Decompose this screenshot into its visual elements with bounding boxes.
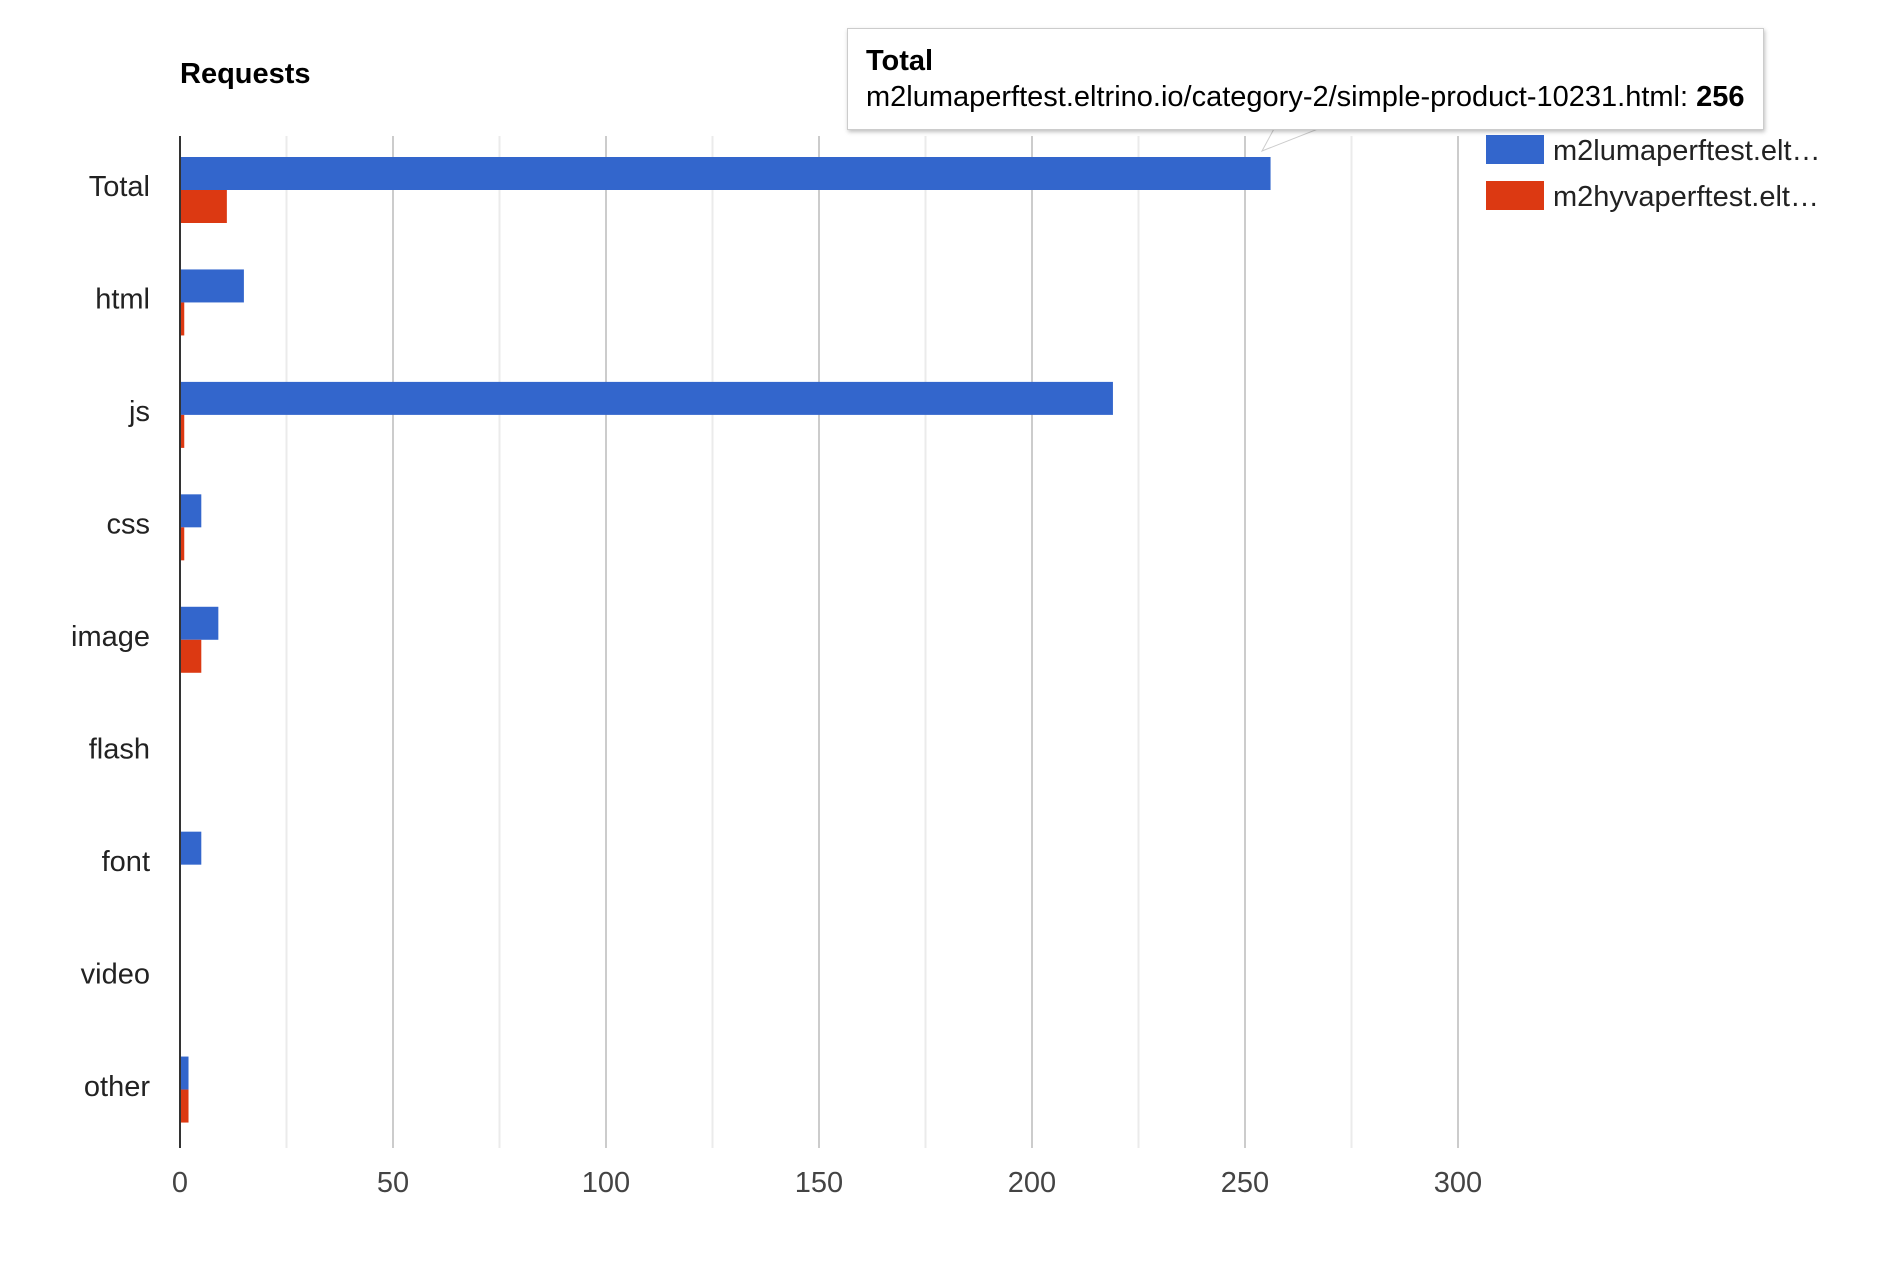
category-label-html: html — [95, 284, 150, 316]
category-label-css: css — [107, 509, 151, 541]
tooltip-title: Total — [866, 45, 934, 77]
category-label-flash: flash — [89, 733, 150, 765]
bar-series2-html[interactable] — [180, 302, 185, 336]
bar-series1-js[interactable] — [180, 381, 1113, 415]
x-tick-label: 250 — [1221, 1167, 1269, 1199]
x-tick-label: 300 — [1434, 1167, 1482, 1199]
x-tick-label: 200 — [1008, 1167, 1056, 1199]
legend-swatch — [1486, 181, 1544, 210]
bar-series1-image[interactable] — [180, 606, 219, 640]
category-labels: Total html js css image flash font video other — [71, 171, 150, 1103]
category-label-other: other — [84, 1071, 150, 1103]
gridlines — [285, 136, 1459, 1148]
x-tick-label: 0 — [172, 1167, 188, 1199]
legend: m2lumaperftest.elt… m2hyvaperftest.elt… — [1486, 135, 1821, 213]
legend-swatch — [1486, 135, 1544, 164]
category-label-font: font — [102, 846, 150, 878]
tooltip-value: 256 — [1696, 81, 1745, 113]
tooltip-body: m2lumaperftest.eltrino.io/category-2/sim… — [866, 79, 1745, 115]
bar-series2-image[interactable] — [180, 639, 202, 673]
bar-tooltip: Total m2lumaperftest.eltrino.io/category… — [847, 28, 1764, 130]
category-label-video: video — [81, 958, 150, 990]
bar-series2-total[interactable] — [180, 190, 227, 223]
category-label-total: Total — [89, 171, 150, 203]
x-tick-label: 50 — [377, 1167, 409, 1199]
tooltip-label: m2lumaperftest.eltrino.io/category-2/sim… — [866, 81, 1697, 113]
x-tick-labels: 0 50 100 150 200 250 300 — [172, 1167, 1482, 1199]
legend-label[interactable]: m2lumaperftest.elt… — [1553, 135, 1821, 167]
bar-series2-js[interactable] — [180, 414, 185, 448]
legend-label[interactable]: m2hyvaperftest.elt… — [1553, 181, 1819, 213]
bar-series1-other[interactable] — [180, 1056, 189, 1090]
bar-series1-total[interactable] — [180, 157, 1271, 190]
x-tick-label: 150 — [795, 1167, 843, 1199]
bar-series2-other[interactable] — [180, 1089, 189, 1123]
chart-title: Requests — [180, 58, 311, 90]
bar-series2-css[interactable] — [180, 527, 185, 561]
x-tick-label: 100 — [582, 1167, 630, 1199]
tooltip-pointer — [1260, 126, 1324, 152]
category-label-js: js — [128, 396, 150, 428]
bar-series1-html[interactable] — [180, 269, 244, 303]
category-label-image: image — [71, 621, 150, 653]
bar-series1-css[interactable] — [180, 494, 202, 528]
bar-series1-font[interactable] — [180, 831, 202, 865]
bars — [180, 157, 1271, 1123]
